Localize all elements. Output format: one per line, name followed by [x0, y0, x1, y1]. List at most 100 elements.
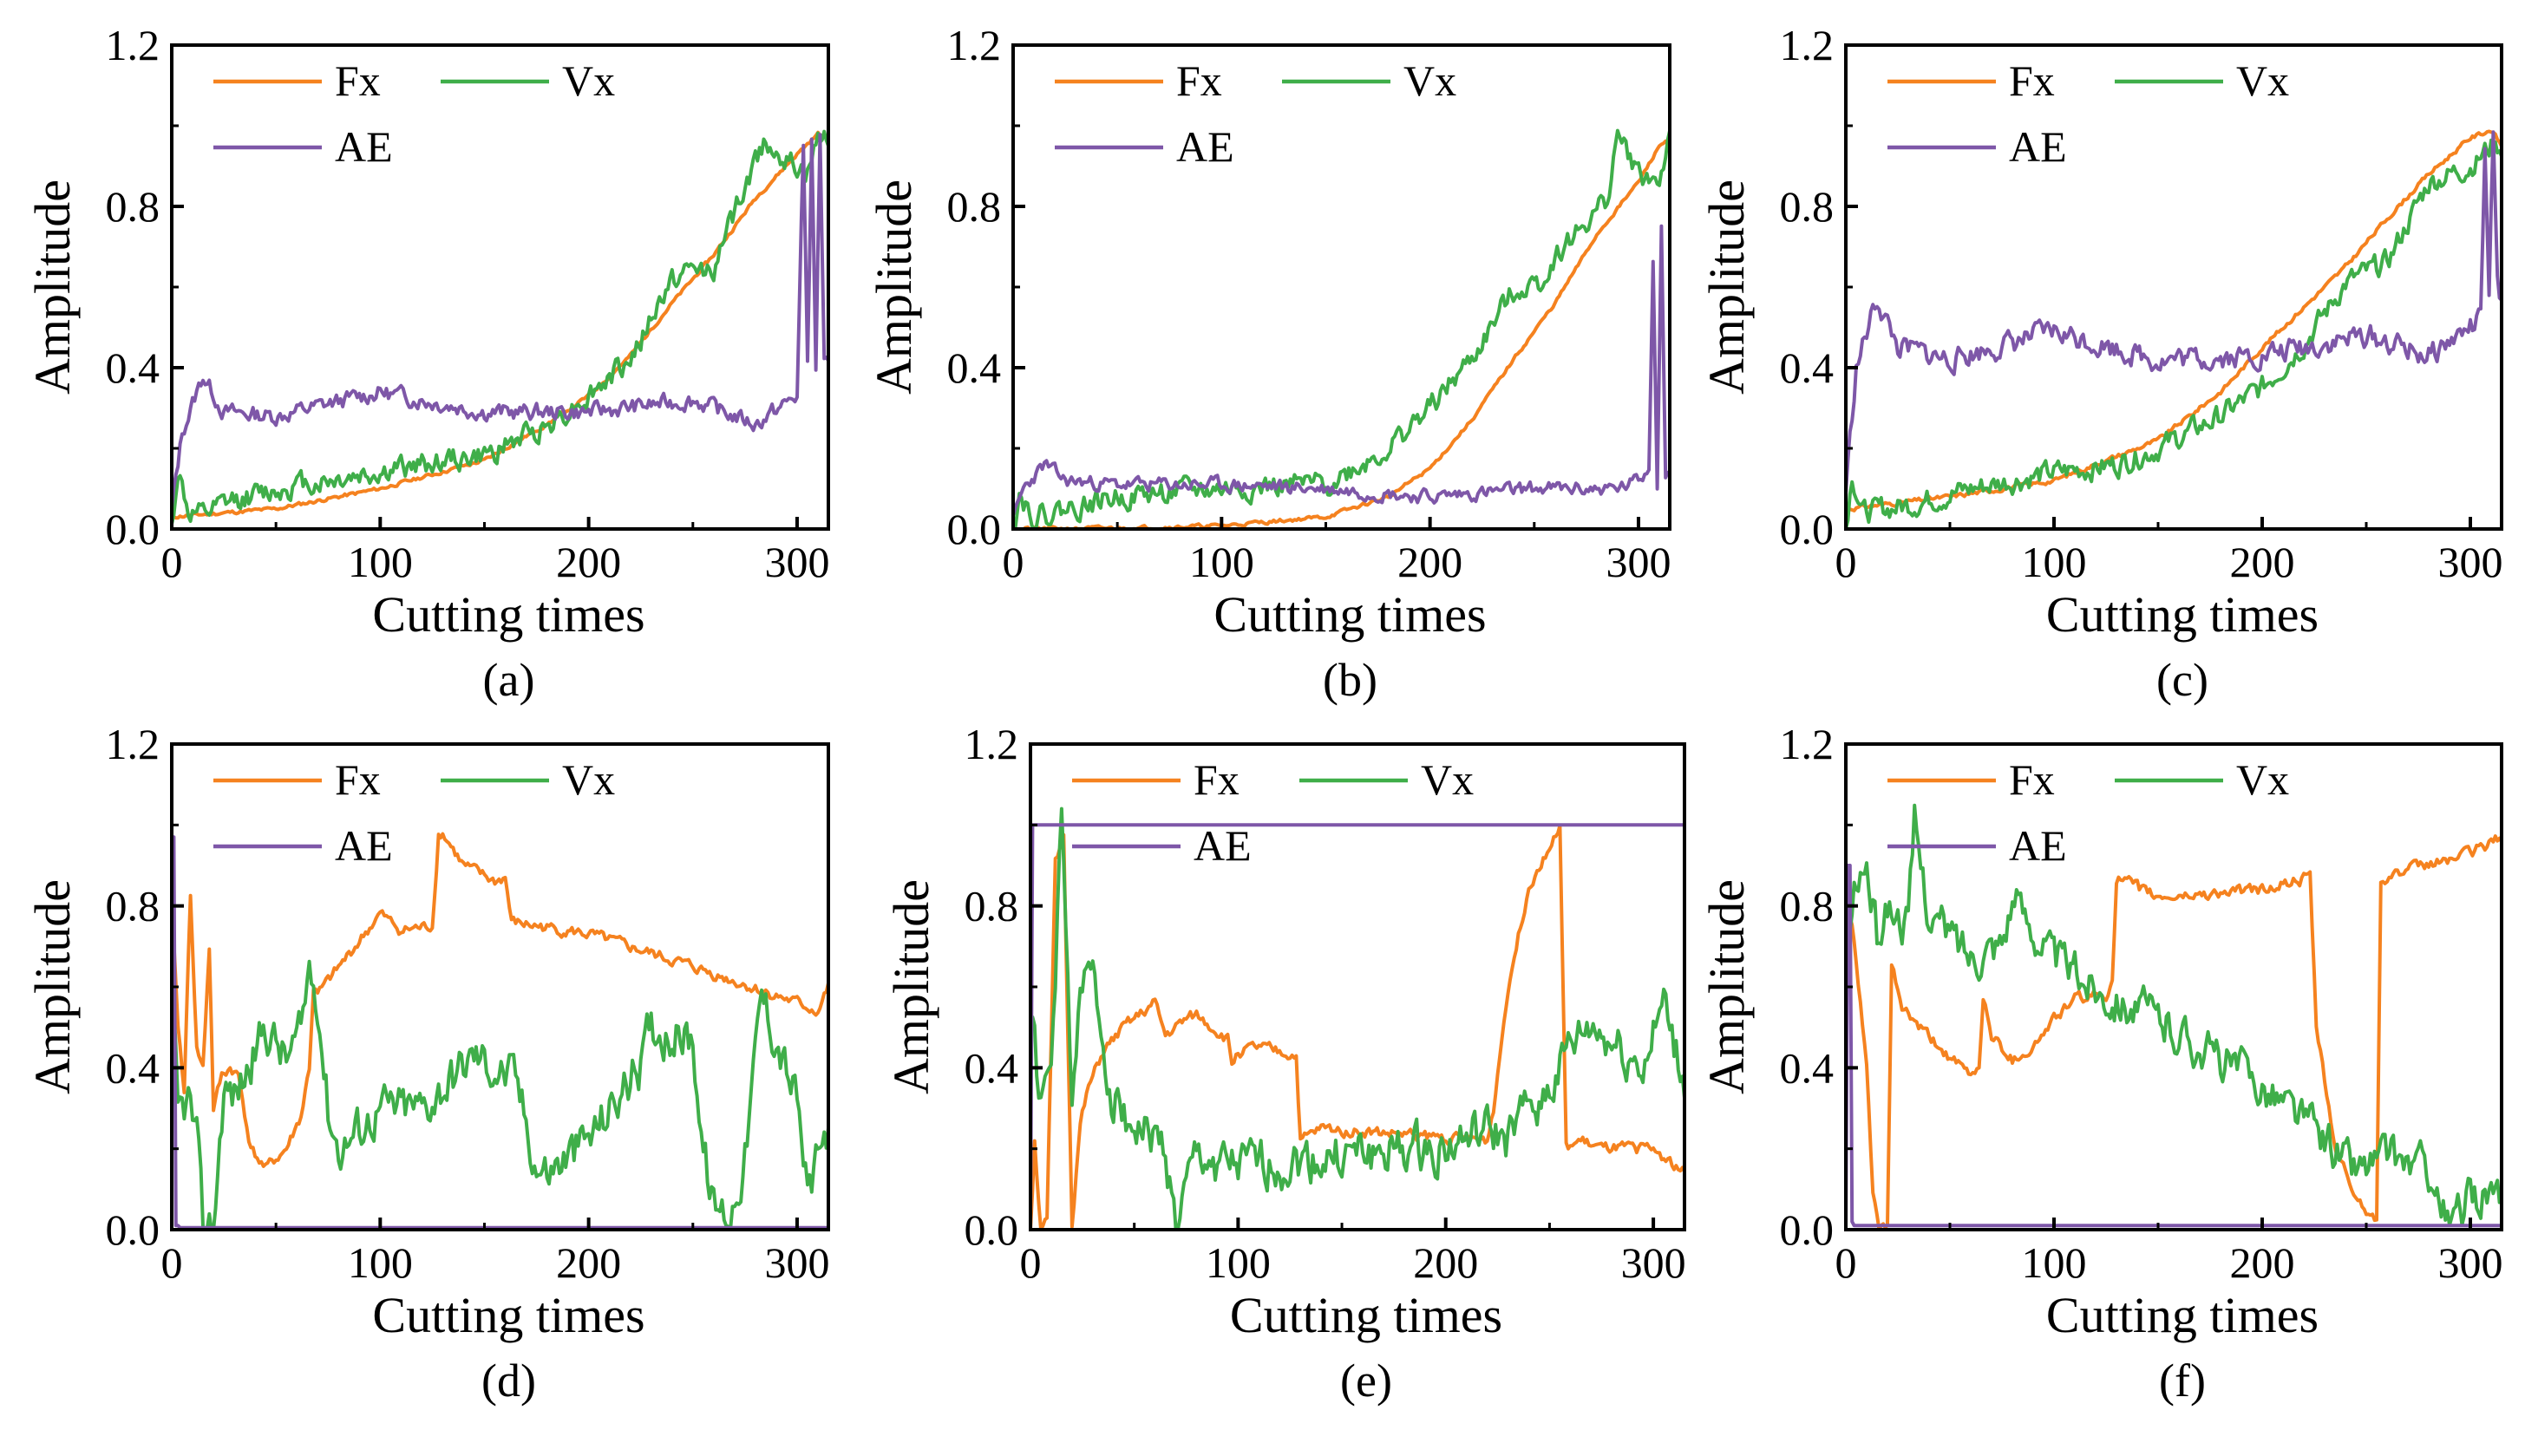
plot-frame — [1844, 43, 2503, 531]
y-tick-label: 0.4 — [965, 1043, 1019, 1092]
y-axis-label: Amplitude — [866, 180, 922, 395]
series-group — [1846, 803, 2502, 1230]
y-tick-label: 0.0 — [965, 1205, 1019, 1254]
y-tick-label: 1.2 — [965, 720, 1019, 768]
x-tick-label: 200 — [2230, 1238, 2295, 1287]
series-line-fx — [172, 832, 828, 1168]
y-tick-label: 0.8 — [106, 182, 160, 231]
legend-label-vx: Vx — [562, 755, 615, 804]
series-line-ae — [172, 835, 828, 1230]
plot-frame — [1029, 742, 1686, 1231]
x-tick-label: 100 — [348, 538, 413, 586]
y-tick-label: 0.8 — [1780, 182, 1835, 231]
series-line-ae — [1846, 130, 2502, 493]
legend-label-fx: Fx — [1176, 56, 1222, 105]
y-tick-label: 0.0 — [106, 505, 160, 553]
panel-caption: (a) — [483, 654, 535, 706]
x-axis-label: Cutting times — [372, 586, 644, 643]
legend-label-vx: Vx — [562, 56, 615, 105]
chart-panel-f: 0 100 200 300 0.0 0.4 0.8 1.2 Cutting times Ampli… — [1698, 720, 2503, 1407]
legend-label-ae: AE — [1176, 122, 1234, 171]
legend-label-ae: AE — [2009, 821, 2067, 870]
series-line-fx — [172, 130, 828, 520]
legend-label-fx: Fx — [2009, 56, 2055, 105]
y-axis-label: Amplitude — [24, 180, 81, 395]
series-line-vx — [172, 129, 828, 525]
legend-label-vx: Vx — [1403, 56, 1456, 105]
x-tick-label: 0 — [1003, 538, 1024, 586]
series-line-ae — [1013, 224, 1670, 517]
series-line-fx — [1846, 834, 2502, 1230]
x-tick-label: 300 — [764, 538, 829, 586]
legend: Fx Vx AE — [213, 56, 615, 171]
x-tick-label: 0 — [1835, 538, 1857, 586]
series-group — [1030, 806, 1684, 1230]
y-tick-label: 0.8 — [1780, 882, 1835, 930]
legend-label-ae: AE — [335, 122, 393, 171]
y-tick-label: 1.2 — [106, 720, 160, 768]
legend-label-vx: Vx — [2236, 755, 2289, 804]
chart-panel-d: 0 100 200 300 0.0 0.4 0.8 1.2 Cutting times Ampli… — [24, 720, 830, 1407]
legend: Fx Vx AE — [1887, 755, 2289, 870]
y-tick-label: 0.8 — [106, 882, 160, 930]
x-tick-label: 0 — [161, 1238, 183, 1287]
x-tick-label: 200 — [556, 538, 621, 586]
panel-caption: (b) — [1323, 654, 1377, 706]
y-tick-label: 0.4 — [106, 1043, 160, 1092]
series-line-vx — [1030, 806, 1684, 1230]
x-tick-label: 100 — [1206, 1238, 1271, 1287]
series-line-vx — [1846, 803, 2502, 1227]
y-axis-label: Amplitude — [24, 879, 81, 1094]
x-tick-label: 100 — [2022, 1238, 2087, 1287]
panel-caption: (f) — [2159, 1355, 2206, 1407]
series-line-fx — [1846, 129, 2502, 513]
legend-label-vx: Vx — [2236, 56, 2289, 105]
x-axis-label: Cutting times — [372, 1287, 644, 1343]
legend-label-ae: AE — [335, 821, 393, 870]
x-tick-label: 200 — [556, 1238, 621, 1287]
legend-label-ae: AE — [2009, 122, 2067, 171]
legend-label-fx: Fx — [335, 755, 381, 804]
x-tick-label: 300 — [2438, 1238, 2503, 1287]
y-tick-label: 0.4 — [947, 343, 1002, 392]
series-line-ae — [172, 133, 828, 508]
y-tick-label: 1.2 — [1780, 720, 1835, 768]
x-tick-label: 200 — [1397, 538, 1462, 586]
plot-frame — [1011, 43, 1671, 531]
panel-caption: (c) — [2156, 654, 2208, 706]
series-group — [1846, 129, 2502, 529]
legend-label-fx: Fx — [335, 56, 381, 105]
x-tick-label: 300 — [764, 1238, 829, 1287]
series-line-fx — [1030, 823, 1684, 1230]
y-axis-label: Amplitude — [1698, 180, 1755, 395]
chart-panel-c: 0 100 200 300 0.0 0.4 0.8 1.2 Cutting times Ampli… — [1698, 21, 2503, 706]
x-tick-label: 100 — [2022, 538, 2087, 586]
x-axis-label: Cutting times — [2046, 586, 2319, 643]
y-tick-label: 0.8 — [965, 882, 1019, 930]
y-tick-label: 0.0 — [106, 1205, 160, 1254]
chart-panel-e: 0 100 200 300 0.0 0.4 0.8 1.2 Cutting times Ampli… — [883, 720, 1686, 1407]
series-line-ae — [1846, 864, 2502, 1230]
y-tick-label: 1.2 — [106, 21, 160, 69]
legend-label-ae: AE — [1194, 821, 1252, 870]
legend-label-fx: Fx — [2009, 755, 2055, 804]
x-tick-label: 100 — [348, 1238, 413, 1287]
chart-panel-b: 0 100 200 300 0.0 0.4 0.8 1.2 Cutting times Ampli… — [866, 21, 1671, 706]
y-axis-label: Amplitude — [883, 879, 939, 1094]
legend: Fx Vx AE — [1055, 56, 1456, 171]
series-line-vx — [1013, 128, 1670, 529]
y-tick-label: 0.4 — [106, 343, 160, 392]
y-tick-label: 1.2 — [947, 21, 1002, 69]
x-tick-label: 0 — [161, 538, 183, 586]
x-tick-label: 0 — [1835, 1238, 1857, 1287]
series-group — [1013, 128, 1670, 529]
series-group — [172, 832, 828, 1230]
y-tick-label: 0.0 — [1780, 1205, 1835, 1254]
x-tick-label: 300 — [1606, 538, 1671, 586]
y-tick-label: 0.0 — [1780, 505, 1835, 553]
legend-label-vx: Vx — [1421, 755, 1474, 804]
plot-frame — [170, 742, 830, 1231]
chart-panel-a: 0 100 200 300 0.0 0.4 0.8 1.2 Cutting times Ampli… — [24, 21, 830, 706]
x-tick-label: 100 — [1189, 538, 1254, 586]
panel-caption: (e) — [1340, 1355, 1392, 1407]
